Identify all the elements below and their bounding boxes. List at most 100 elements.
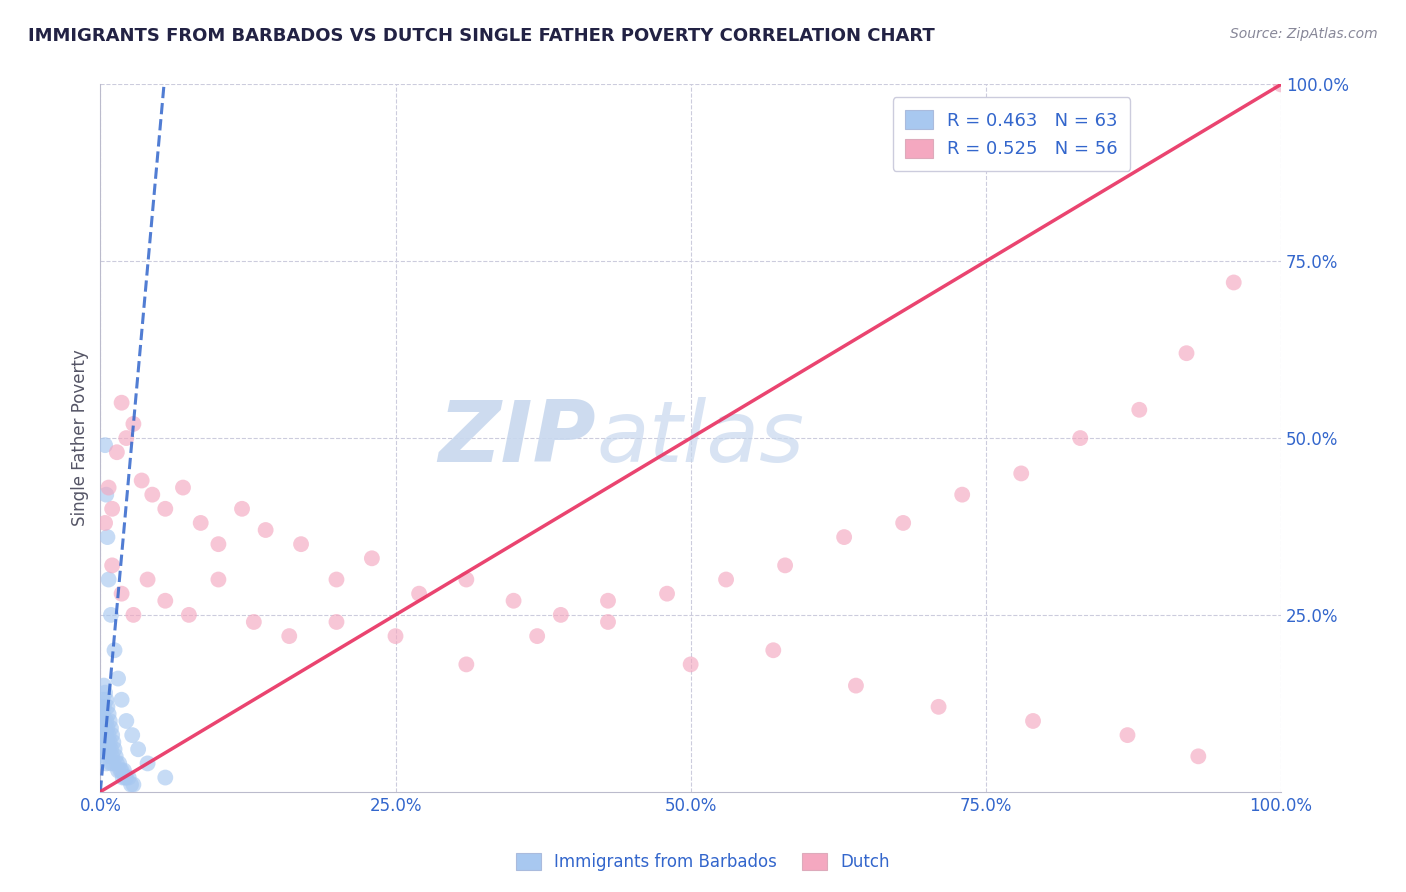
Point (325, 615, 347, 629)
Point (325, 573, 347, 587)
Point (110, 587, 132, 601)
Point (96, 699, 118, 714)
Point (91, 692, 114, 706)
Point (94, 749, 117, 764)
Point (107, 764, 129, 778)
Point (94, 735, 117, 749)
Point (101, 501, 124, 516)
Legend: Immigrants from Barbados, Dutch: Immigrants from Barbados, Dutch (508, 845, 898, 880)
Point (112, 764, 135, 778)
Point (1069, 431, 1091, 445)
Point (96, 728, 118, 742)
Point (93, 679, 115, 693)
Point (361, 551, 384, 566)
Point (110, 395, 132, 409)
Point (108, 756, 131, 771)
Point (115, 714, 138, 728)
Point (100, 742, 122, 756)
Point (254, 523, 277, 537)
Point (103, 756, 125, 771)
Point (408, 587, 430, 601)
Point (1222, 276, 1244, 290)
Point (101, 558, 124, 573)
Point (90, 699, 112, 714)
Point (1116, 728, 1139, 742)
Point (1187, 749, 1209, 764)
Point (1022, 714, 1045, 728)
Point (100, 721, 122, 735)
Point (122, 607, 145, 622)
Point (97, 728, 120, 742)
Point (105, 756, 128, 771)
Point (596, 615, 619, 629)
Point (94, 721, 117, 735)
Point (762, 643, 785, 657)
Point (114, 771, 136, 785)
Point (91, 735, 114, 749)
Point (177, 607, 200, 622)
Point (1270, 78, 1292, 92)
Point (100, 607, 122, 622)
Point (456, 657, 478, 672)
Point (172, 481, 194, 495)
Y-axis label: Single Father Poverty: Single Father Poverty (72, 350, 89, 526)
Point (97, 742, 120, 756)
Point (131, 474, 153, 488)
Point (107, 672, 129, 686)
Point (101, 749, 124, 764)
Point (115, 431, 138, 445)
Point (1128, 402, 1150, 417)
Point (97, 573, 120, 587)
Point (122, 417, 145, 431)
Point (115, 771, 138, 785)
Point (94, 438, 117, 452)
Point (832, 530, 855, 544)
Point (155, 593, 177, 607)
Point (100, 756, 122, 771)
Point (136, 756, 159, 771)
Point (714, 573, 737, 587)
Text: atlas: atlas (596, 397, 804, 480)
Point (91, 721, 114, 735)
Point (290, 537, 312, 551)
Point (773, 558, 796, 573)
Point (207, 573, 229, 587)
Point (1175, 346, 1198, 360)
Point (96, 692, 118, 706)
Point (655, 587, 678, 601)
Point (105, 445, 128, 459)
Point (96, 735, 118, 749)
Point (127, 742, 149, 756)
Point (97, 706, 120, 721)
Text: Source: ZipAtlas.com: Source: ZipAtlas.com (1230, 27, 1378, 41)
Point (103, 735, 125, 749)
Point (845, 679, 868, 693)
Point (550, 607, 572, 622)
Point (122, 778, 145, 792)
Point (207, 537, 229, 551)
Point (93, 728, 115, 742)
Point (111, 771, 134, 785)
Point (96, 488, 118, 502)
Point (190, 516, 212, 530)
Point (243, 615, 266, 629)
Point (950, 488, 973, 502)
Point (121, 728, 143, 742)
Point (526, 629, 548, 643)
Text: ZIP: ZIP (439, 397, 596, 480)
Point (94, 686, 117, 700)
Point (93, 699, 115, 714)
Point (96, 756, 118, 771)
Point (110, 692, 132, 706)
Point (103, 742, 125, 756)
Point (120, 778, 142, 792)
Text: IMMIGRANTS FROM BARBADOS VS DUTCH SINGLE FATHER POVERTY CORRELATION CHART: IMMIGRANTS FROM BARBADOS VS DUTCH SINGLE… (28, 27, 935, 45)
Point (90, 728, 112, 742)
Point (456, 573, 478, 587)
Point (502, 593, 524, 607)
Point (110, 764, 132, 778)
Point (93, 714, 115, 728)
Point (278, 629, 301, 643)
Point (90, 714, 112, 728)
Point (93, 742, 115, 756)
